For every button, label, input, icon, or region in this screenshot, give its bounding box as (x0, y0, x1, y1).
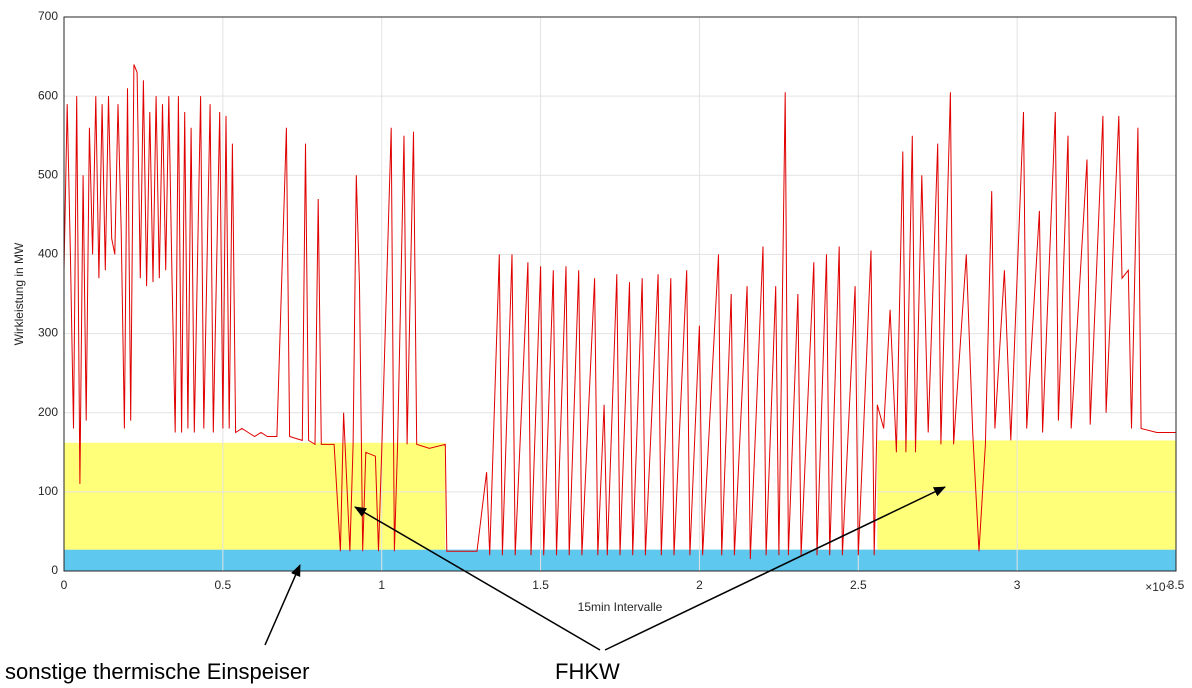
x-tick-label: 3 (1014, 578, 1021, 592)
y-tick-label: 100 (38, 484, 58, 498)
y-tick-label: 600 (38, 88, 58, 102)
annotation: FHKW (555, 659, 620, 684)
arrow (604, 486, 946, 651)
plot-border (63, 16, 1177, 572)
x-tick-label: 0 (61, 578, 68, 592)
x-multiplier: ×10⁴ (1145, 580, 1171, 594)
y-tick-label: 500 (38, 167, 58, 181)
x-tick-label: 2 (696, 578, 703, 592)
data-line (63, 64, 1176, 560)
y-tick-label: 0 (51, 563, 58, 577)
y-tick-label: 400 (38, 247, 58, 261)
x-tick-label: 1 (378, 578, 385, 592)
y-tick-label: 200 (38, 405, 58, 419)
annotation: sonstige thermische Einspeiser (5, 659, 309, 684)
x-tick-label: 0.5 (215, 578, 232, 592)
x-tick-label: 3.5 (1168, 578, 1185, 592)
arrow (264, 564, 301, 646)
region (64, 549, 1176, 571)
y-tick-label: 700 (38, 9, 58, 23)
arrow (354, 506, 601, 651)
x-tick-label: 1.5 (532, 578, 549, 592)
plot-area (63, 16, 1177, 572)
region (64, 442, 446, 550)
y-tick-label: 300 (38, 326, 58, 340)
region (877, 440, 1176, 550)
x-tick-label: 2.5 (850, 578, 867, 592)
y-axis-label: Wirkleistung in MW (12, 242, 26, 345)
x-axis-label: 15min Intervalle (578, 600, 663, 614)
